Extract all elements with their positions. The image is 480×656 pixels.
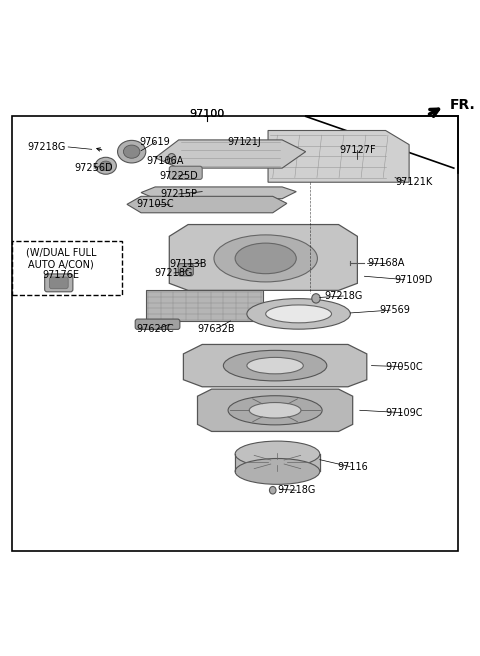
FancyBboxPatch shape: [135, 319, 180, 329]
Polygon shape: [141, 187, 296, 199]
Text: 97106A: 97106A: [146, 155, 183, 165]
Ellipse shape: [247, 298, 350, 329]
FancyBboxPatch shape: [178, 264, 193, 276]
Polygon shape: [169, 224, 358, 291]
Ellipse shape: [312, 294, 320, 303]
Ellipse shape: [269, 487, 276, 494]
Ellipse shape: [214, 235, 317, 282]
Text: 97218G: 97218G: [28, 142, 66, 152]
Text: 97218G: 97218G: [277, 485, 315, 495]
Text: 97168A: 97168A: [367, 258, 404, 268]
Text: 97100: 97100: [189, 109, 225, 119]
Ellipse shape: [247, 358, 303, 374]
Text: 97225D: 97225D: [159, 171, 198, 181]
FancyBboxPatch shape: [169, 166, 202, 179]
Text: 97215P: 97215P: [160, 189, 197, 199]
Text: 97116: 97116: [337, 462, 368, 472]
Text: 97218G: 97218G: [324, 291, 362, 301]
Polygon shape: [197, 389, 353, 432]
Text: 97100: 97100: [189, 108, 225, 119]
Text: 97050C: 97050C: [385, 361, 423, 371]
Bar: [12, 241, 122, 295]
Polygon shape: [268, 131, 409, 182]
Ellipse shape: [95, 157, 116, 174]
Text: 97127F: 97127F: [339, 145, 376, 155]
Ellipse shape: [223, 350, 327, 381]
FancyBboxPatch shape: [49, 277, 68, 289]
Text: (W/DUAL FULL
AUTO A/CON): (W/DUAL FULL AUTO A/CON): [26, 247, 96, 269]
Polygon shape: [146, 291, 264, 321]
Polygon shape: [127, 196, 287, 213]
Ellipse shape: [168, 154, 176, 164]
Text: 97113B: 97113B: [169, 259, 207, 269]
Text: 97121J: 97121J: [228, 137, 262, 147]
Text: 97109C: 97109C: [385, 407, 423, 418]
Text: 97620C: 97620C: [136, 324, 174, 334]
Text: 97121K: 97121K: [395, 177, 432, 187]
Ellipse shape: [249, 403, 301, 418]
Text: 97176E: 97176E: [43, 270, 80, 280]
FancyBboxPatch shape: [45, 274, 73, 292]
Text: FR.: FR.: [450, 98, 476, 112]
Polygon shape: [155, 140, 306, 168]
Ellipse shape: [123, 145, 140, 158]
Ellipse shape: [235, 243, 296, 274]
Text: 97218G: 97218G: [155, 268, 193, 278]
Text: 97569: 97569: [380, 305, 410, 315]
Text: 97256D: 97256D: [75, 163, 113, 173]
Polygon shape: [183, 344, 367, 387]
Text: 97632B: 97632B: [197, 324, 235, 334]
Ellipse shape: [228, 396, 322, 425]
Ellipse shape: [266, 305, 332, 323]
Ellipse shape: [100, 161, 112, 171]
Ellipse shape: [118, 140, 146, 163]
Ellipse shape: [235, 459, 320, 484]
Text: 97109D: 97109D: [395, 275, 433, 285]
Text: 97619: 97619: [140, 137, 170, 147]
Text: 97105C: 97105C: [136, 199, 174, 209]
Ellipse shape: [235, 441, 320, 467]
